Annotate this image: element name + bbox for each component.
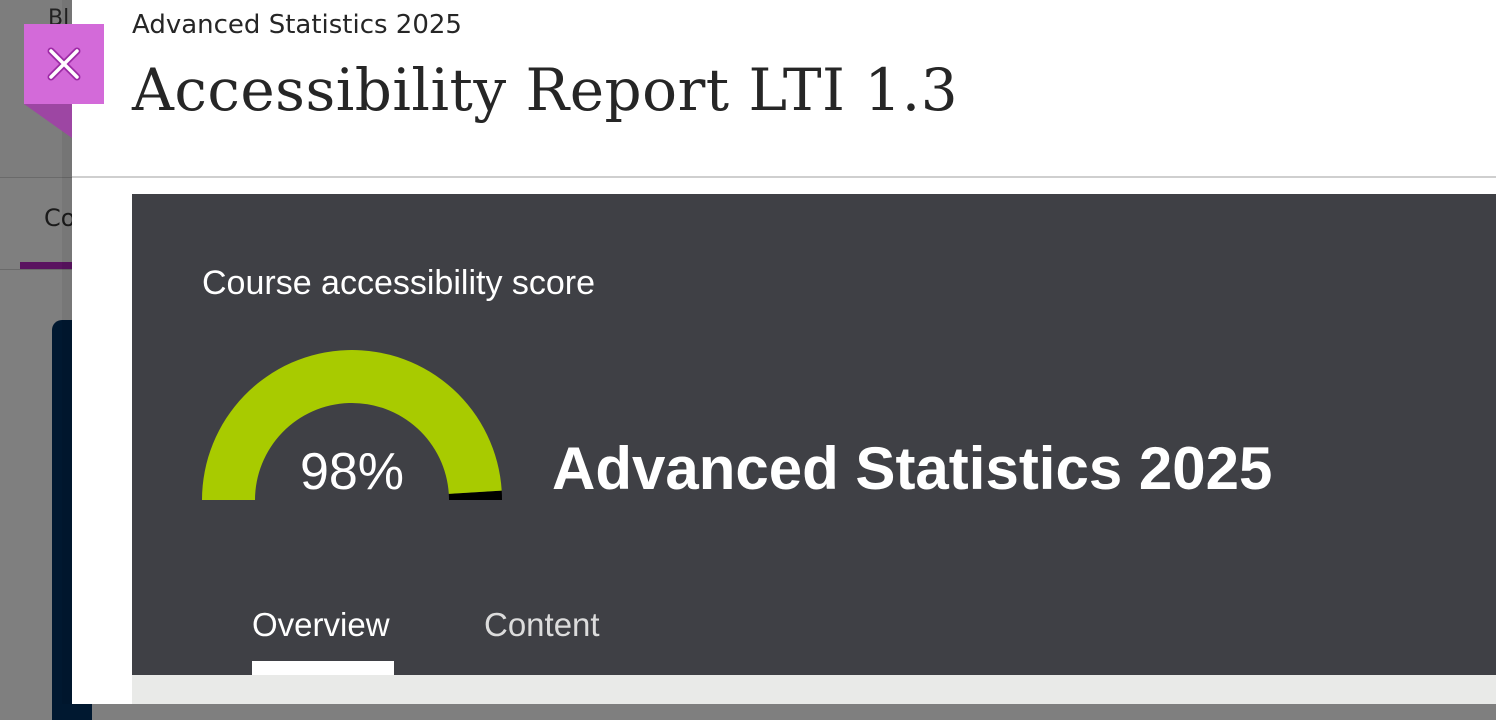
background-tab-underline <box>20 262 72 269</box>
background-tab: Co <box>44 204 76 232</box>
score-label: Course accessibility score <box>202 264 596 302</box>
score-percent: 98% <box>299 443 405 501</box>
tab-overview[interactable]: Overview <box>252 606 390 643</box>
score-gauge <box>202 350 502 500</box>
content-area <box>132 675 1496 704</box>
close-x-icon <box>47 47 81 81</box>
score-banner: Course accessibility score 98% Advanced … <box>132 194 1496 675</box>
close-button-fold <box>24 104 72 138</box>
panel-shadow <box>62 0 72 704</box>
gauge-empty-arc <box>448 490 502 500</box>
course-name: Advanced Statistics 2025 <box>552 435 1273 502</box>
background-tabbar <box>0 178 72 270</box>
tab-content[interactable]: Content <box>484 606 600 643</box>
active-tab-indicator <box>252 661 394 675</box>
page-title: Accessibility Report LTI 1.3 <box>132 56 959 124</box>
gauge-fill-arc <box>202 350 502 500</box>
close-button[interactable] <box>24 24 104 104</box>
header-divider <box>72 176 1496 178</box>
course-subtitle: Advanced Statistics 2025 <box>132 10 462 40</box>
